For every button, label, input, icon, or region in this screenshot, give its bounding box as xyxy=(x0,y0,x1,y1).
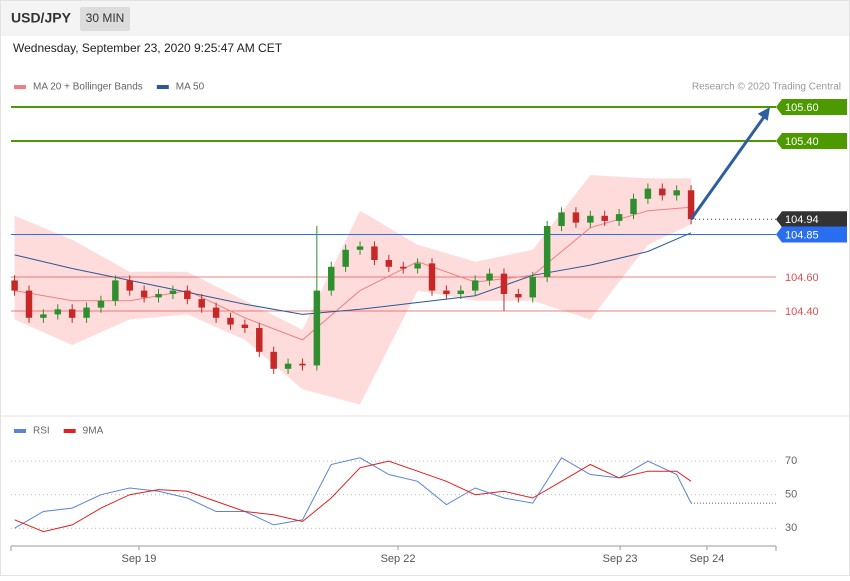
indicator-line xyxy=(14,460,692,533)
legend-label: RSI xyxy=(33,426,50,437)
legend-swatch xyxy=(14,85,26,89)
candle-body xyxy=(428,263,436,291)
candle-body xyxy=(284,363,292,369)
candle-body xyxy=(313,290,321,366)
candle-body xyxy=(644,188,652,199)
candle-body xyxy=(659,188,666,196)
level-label: 104.94 xyxy=(785,214,819,226)
candle-body xyxy=(486,273,493,281)
candle-body xyxy=(25,290,33,318)
candle-body xyxy=(241,324,249,328)
x-tick-label: Sep 23 xyxy=(603,553,638,565)
bollinger-band xyxy=(14,175,692,405)
symbol: USD/JPY xyxy=(11,10,72,26)
level-tag xyxy=(776,226,847,243)
candle-body xyxy=(515,294,522,298)
candle-body xyxy=(471,280,479,291)
legend-swatch xyxy=(63,429,76,433)
candle-body xyxy=(328,266,335,291)
header-bar xyxy=(1,1,849,36)
candle-body xyxy=(68,309,76,318)
candle-body xyxy=(169,290,177,294)
candle-body xyxy=(371,246,378,260)
timestamp: Wednesday, September 23, 2020 9:25:47 AM… xyxy=(13,41,283,55)
x-tick-label: Sep 24 xyxy=(689,553,724,565)
candle-body xyxy=(112,280,119,301)
arrow-head xyxy=(757,107,770,121)
candle-body xyxy=(414,263,421,269)
x-tick-label: Sep 22 xyxy=(381,553,416,565)
candle-body xyxy=(572,212,580,223)
interval-button[interactable] xyxy=(80,7,130,31)
candle-body xyxy=(601,215,608,221)
candle-body xyxy=(227,317,234,325)
legend-label: MA 20 + Bollinger Bands xyxy=(33,82,143,93)
candle-body xyxy=(299,363,306,366)
candle-body xyxy=(615,214,623,221)
candle-body xyxy=(529,277,536,298)
candle-body xyxy=(40,314,47,318)
legend-label: MA 50 xyxy=(176,82,205,93)
candle-body xyxy=(500,273,508,294)
candle-body xyxy=(140,290,148,298)
indicator-line xyxy=(14,457,692,529)
candle-body xyxy=(587,215,594,223)
level-label: 105.60 xyxy=(785,102,819,114)
legend-swatch xyxy=(14,429,26,433)
candle-body xyxy=(385,260,393,267)
candle-body xyxy=(270,351,277,369)
candle-body xyxy=(184,290,191,300)
candle-body xyxy=(543,226,551,277)
candle-body xyxy=(457,290,465,294)
level-label: 104.60 xyxy=(785,272,819,284)
target-arrow xyxy=(689,116,766,221)
candle-body xyxy=(198,299,205,308)
level-tag xyxy=(776,133,847,149)
level-label: 104.40 xyxy=(785,306,819,318)
level-label: 105.40 xyxy=(785,136,819,148)
candle-body xyxy=(687,190,695,220)
candle-body xyxy=(356,246,364,250)
y-tick-label: 70 xyxy=(785,455,797,467)
credit: Research © 2020 Trading Central xyxy=(692,82,841,93)
candle-body xyxy=(673,190,680,196)
y-tick-label: 50 xyxy=(785,489,797,501)
candle-body xyxy=(342,249,349,267)
candle-body xyxy=(155,294,162,298)
y-tick-label: 30 xyxy=(785,522,797,534)
candle-body xyxy=(126,280,133,291)
candle-body xyxy=(83,307,90,318)
legend-label: 9MA xyxy=(83,426,104,437)
candle-body xyxy=(11,280,18,291)
legend-swatch xyxy=(156,85,169,89)
level-tag xyxy=(776,99,847,115)
level-label: 104.85 xyxy=(785,229,819,241)
candle-body xyxy=(212,307,220,318)
candle-body xyxy=(558,212,565,226)
level-tag xyxy=(776,211,847,228)
x-tick-label: Sep 19 xyxy=(122,553,157,565)
candle-body xyxy=(630,198,637,215)
candle-body xyxy=(443,290,450,294)
interval[interactable]: 30 MIN xyxy=(86,11,125,25)
candle-body xyxy=(97,300,105,308)
candle-body xyxy=(399,266,407,269)
candle-body xyxy=(54,309,62,315)
candle-body xyxy=(256,328,263,352)
